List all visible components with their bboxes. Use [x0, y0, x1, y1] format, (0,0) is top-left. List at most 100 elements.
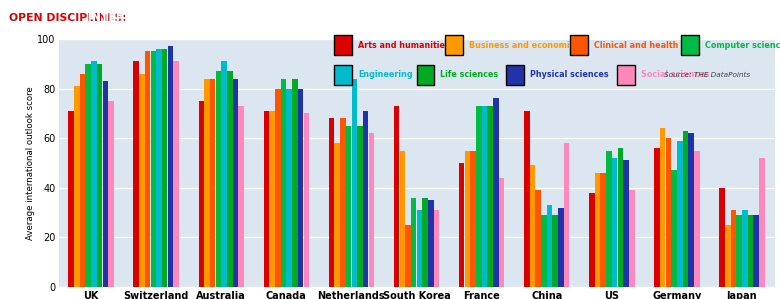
Bar	[97, 64, 102, 287]
Bar	[589, 193, 594, 287]
Bar	[476, 106, 481, 287]
Bar	[564, 143, 569, 287]
FancyBboxPatch shape	[682, 35, 700, 55]
Bar	[552, 215, 558, 287]
Bar	[535, 190, 541, 287]
Bar	[672, 170, 677, 287]
FancyBboxPatch shape	[445, 35, 463, 55]
Y-axis label: Average international outlook score: Average international outlook score	[26, 86, 34, 240]
Bar	[91, 61, 97, 287]
Bar	[601, 173, 606, 287]
Bar	[239, 106, 244, 287]
Bar	[357, 126, 363, 287]
Text: Physical sciences: Physical sciences	[530, 70, 608, 79]
Bar	[654, 148, 660, 287]
Bar	[275, 89, 281, 287]
FancyBboxPatch shape	[570, 35, 588, 55]
Bar	[541, 215, 547, 287]
Bar	[210, 79, 215, 287]
Bar	[524, 111, 530, 287]
Bar	[227, 71, 232, 287]
Bar	[422, 198, 427, 287]
Bar	[69, 111, 74, 287]
Bar	[156, 49, 161, 287]
Bar	[677, 141, 682, 287]
Bar	[736, 215, 742, 287]
Bar	[694, 150, 700, 287]
Bar	[465, 150, 470, 287]
Bar	[173, 61, 179, 287]
Bar	[281, 79, 286, 287]
Bar	[292, 79, 298, 287]
Bar	[215, 71, 222, 287]
Bar	[759, 158, 764, 287]
Bar	[493, 98, 498, 287]
Bar	[108, 101, 114, 287]
Bar	[222, 61, 227, 287]
Bar	[394, 106, 399, 287]
Bar	[629, 190, 634, 287]
Text: Source: THE DataPoints: Source: THE DataPoints	[664, 72, 750, 78]
Bar	[459, 163, 464, 287]
Bar	[689, 133, 694, 287]
FancyBboxPatch shape	[417, 65, 434, 85]
Bar	[303, 113, 309, 287]
Bar	[411, 198, 417, 287]
Bar	[470, 150, 476, 287]
Bar	[346, 126, 351, 287]
Bar	[748, 215, 753, 287]
Bar	[665, 138, 671, 287]
Bar	[719, 188, 725, 287]
Bar	[133, 61, 139, 287]
Bar	[595, 173, 601, 287]
FancyBboxPatch shape	[334, 65, 352, 85]
Text: Engineering: Engineering	[358, 70, 413, 79]
Bar	[369, 133, 374, 287]
Bar	[753, 215, 759, 287]
Bar	[269, 111, 275, 287]
Bar	[660, 128, 665, 287]
Bar	[682, 131, 688, 287]
Bar	[363, 111, 368, 287]
FancyBboxPatch shape	[506, 65, 524, 85]
Bar	[399, 150, 405, 287]
Bar	[606, 150, 612, 287]
Bar	[428, 200, 434, 287]
FancyBboxPatch shape	[617, 65, 635, 85]
Bar	[264, 111, 269, 287]
Text: Computer science: Computer science	[705, 41, 780, 50]
Bar	[168, 46, 173, 287]
Bar	[162, 49, 168, 287]
Bar	[352, 79, 357, 287]
Bar	[199, 101, 204, 287]
Bar	[530, 165, 535, 287]
Bar	[74, 86, 80, 287]
Text: Social sciences: Social sciences	[640, 70, 709, 79]
Bar	[725, 225, 731, 287]
Bar	[204, 79, 210, 287]
Bar	[547, 205, 552, 287]
Bar	[139, 74, 144, 287]
Bar	[328, 118, 335, 287]
Bar	[498, 178, 505, 287]
Bar	[731, 210, 736, 287]
Bar	[298, 89, 303, 287]
Text: Clinical and health: Clinical and health	[594, 41, 679, 50]
Bar	[406, 225, 411, 287]
Bar	[434, 210, 439, 287]
Bar	[286, 89, 292, 287]
Text: Arts and humanities: Arts and humanities	[358, 41, 449, 50]
Bar	[232, 79, 238, 287]
Bar	[151, 51, 156, 287]
Bar	[102, 81, 108, 287]
Bar	[417, 210, 422, 287]
Bar	[335, 143, 340, 287]
Bar	[488, 106, 493, 287]
Text: OPEN DISCIPLINES:: OPEN DISCIPLINES:	[9, 13, 127, 23]
FancyBboxPatch shape	[334, 35, 352, 55]
Bar	[86, 64, 91, 287]
Text: Business and economics: Business and economics	[469, 41, 579, 50]
Bar	[482, 106, 488, 287]
Bar	[618, 148, 623, 287]
Bar	[145, 51, 151, 287]
